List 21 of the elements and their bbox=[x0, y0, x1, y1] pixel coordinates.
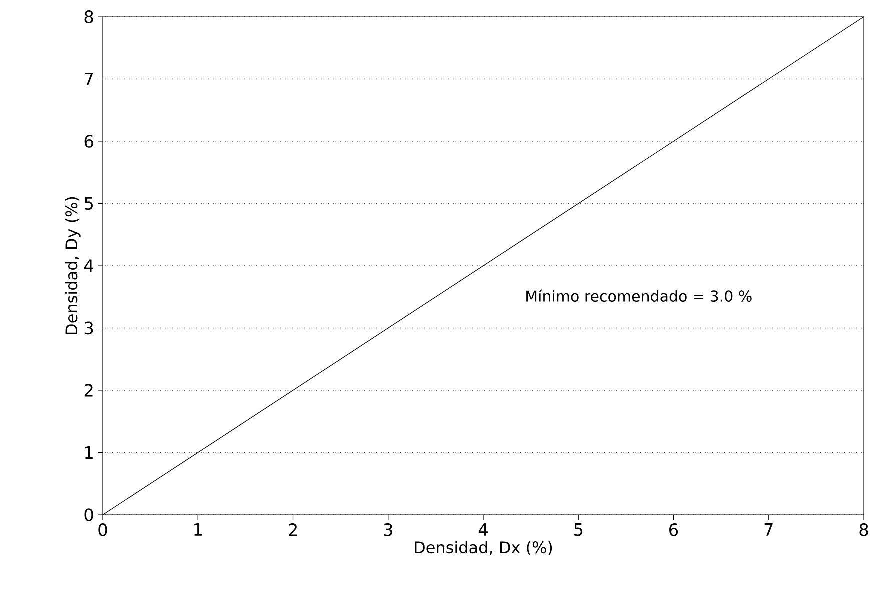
y-tick-label: 3 bbox=[84, 322, 94, 335]
x-tick-label: 0 bbox=[98, 524, 108, 536]
x-tick-label: 2 bbox=[289, 524, 297, 536]
y-tick-label: 0 bbox=[84, 508, 94, 522]
y-axis-title: Densidad, Dy (%) bbox=[65, 197, 81, 334]
y-tick-label: 8 bbox=[84, 10, 94, 24]
y-tick-label: 6 bbox=[84, 135, 94, 148]
x-tick-label: 1 bbox=[194, 524, 202, 536]
x-tick-label: 4 bbox=[478, 524, 488, 536]
annotation: Mínimo recomendado = 3.0 % bbox=[526, 290, 752, 302]
y-tick-label: 4 bbox=[84, 260, 94, 272]
x-tick-label: 5 bbox=[574, 524, 583, 536]
x-tick-label: 7 bbox=[764, 524, 773, 536]
x-axis-title: Densidad, Dx (%) bbox=[415, 541, 552, 556]
y-tick-label: 1 bbox=[86, 446, 93, 459]
y-tick-label: 7 bbox=[85, 73, 94, 86]
y-tick-label: 5 bbox=[84, 197, 93, 210]
x-tick-label: 3 bbox=[384, 524, 392, 536]
x-tick-label: 8 bbox=[860, 524, 868, 536]
y-tick-label: 2 bbox=[84, 384, 93, 397]
x-tick-label: 6 bbox=[670, 524, 678, 536]
